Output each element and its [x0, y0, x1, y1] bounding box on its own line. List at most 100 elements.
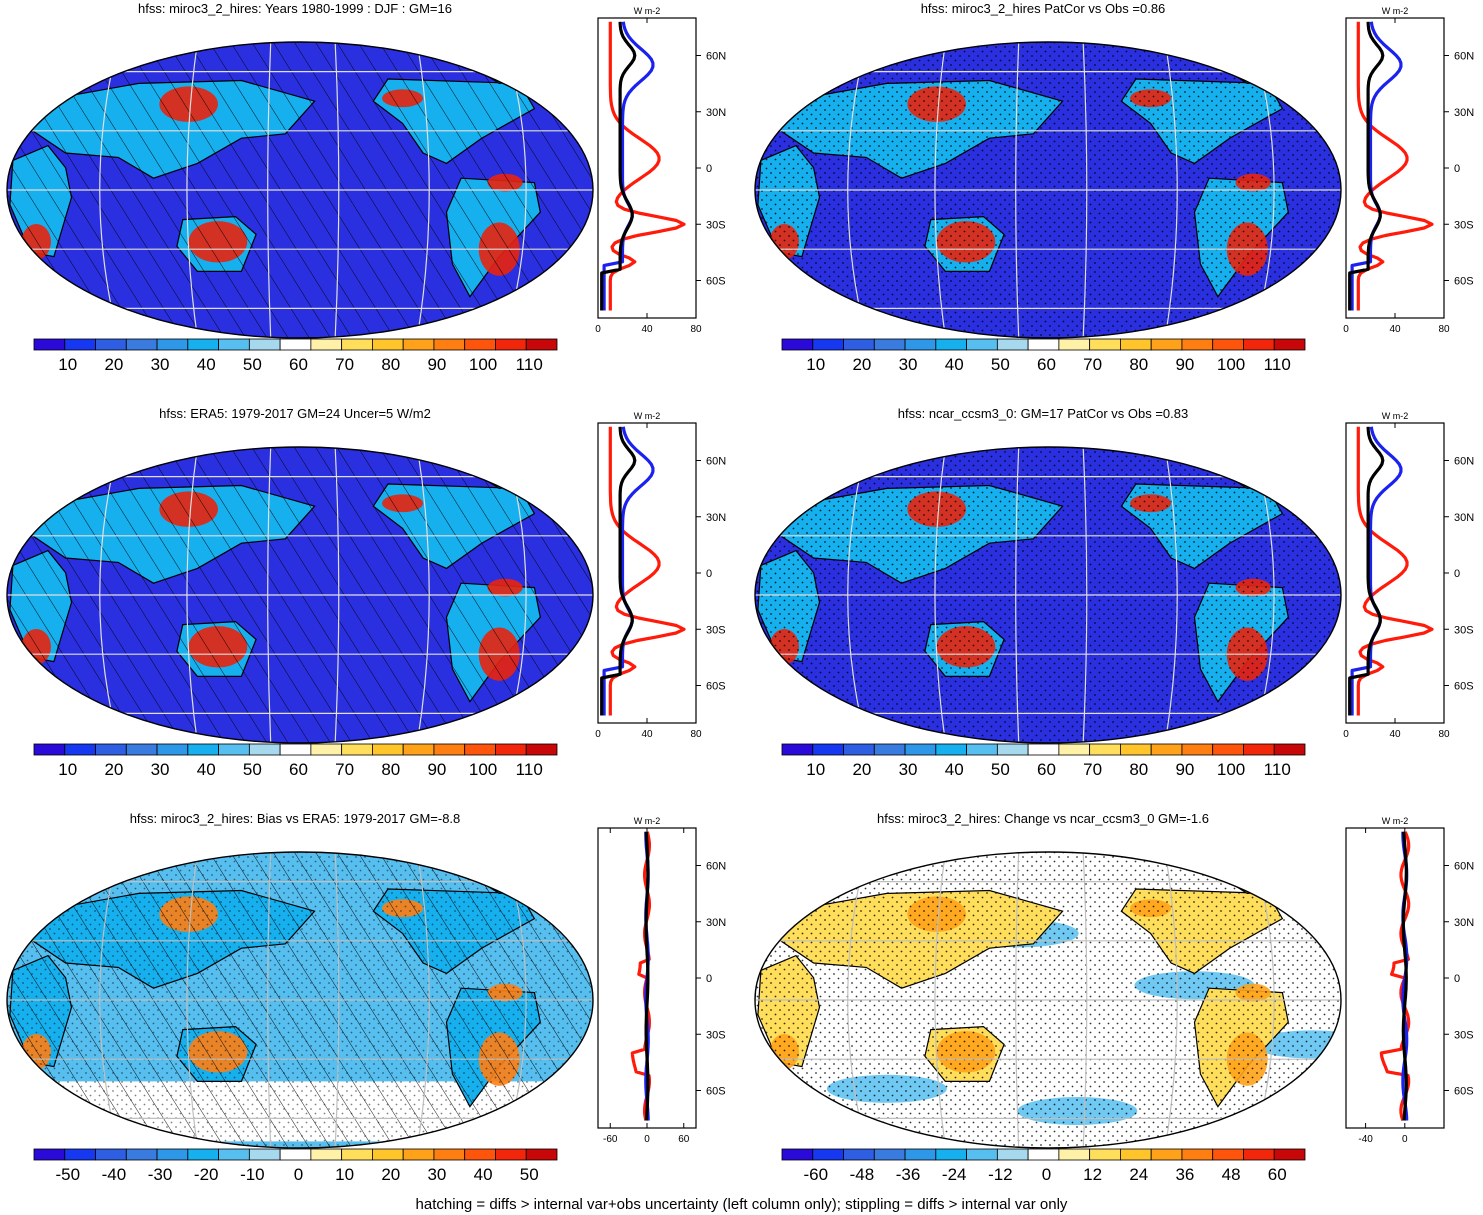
colorbar-label: 80 [1129, 355, 1148, 374]
colorbar-swatch [1243, 1148, 1275, 1161]
colorbar-swatch [1212, 338, 1244, 351]
meridian-line [334, 852, 340, 1148]
colorbar: 10 20 30 40 50 60 70 80 90 100 110 [33, 743, 558, 779]
colorbar-label: 30 [899, 760, 918, 779]
colorbar-swatch [156, 338, 189, 351]
lat-label: 60S [1454, 681, 1474, 693]
colorbar-label: 40 [197, 760, 216, 779]
colorbar-swatch [1181, 743, 1214, 756]
colorbar-label: 40 [197, 355, 216, 374]
colorbar-label: 110 [516, 760, 543, 779]
lat-label: 0 [1454, 973, 1460, 985]
colorbar-label: 60 [1037, 760, 1056, 779]
colorbar-swatch [1150, 743, 1183, 756]
map-border [754, 851, 1342, 1149]
colorbar-label: 70 [335, 760, 354, 779]
colorbar-label: 100 [1217, 355, 1245, 374]
profile-obs-curve [1401, 831, 1408, 1121]
colorbar-swatch [996, 1148, 1029, 1161]
figure-caption: hatching = diffs > internal var+obs unce… [415, 1196, 1068, 1213]
colorbar-label: 100 [469, 355, 497, 374]
lat-label: 60N [1454, 861, 1474, 873]
colorbar-label: 24 [1129, 1165, 1148, 1184]
map-border [754, 446, 1342, 744]
zonal-mean-profile: W m-2 60N 30N 0 30S 60S 0 40 80 [595, 411, 726, 740]
colorbar-swatch [372, 1148, 404, 1161]
zonal-mean-profile: W m-2 60N 30N 0 30S 60S 0 40 80 [1343, 6, 1474, 335]
colorbar-swatch [187, 1148, 219, 1161]
colorbar-swatch [873, 1148, 906, 1161]
colorbar-swatch [843, 743, 875, 756]
meridian-line [1015, 42, 1020, 338]
lat-label: 60S [706, 1086, 726, 1098]
profile-unit: W m-2 [634, 6, 661, 16]
colorbar-label: 30 [899, 355, 918, 374]
colorbar-swatch [812, 743, 844, 756]
colorbar-label: 90 [1175, 355, 1194, 374]
colorbar-label: 12 [1083, 1165, 1102, 1184]
profile-unit: W m-2 [634, 411, 661, 421]
meridian-line [267, 447, 272, 743]
zonal-mean-profile: W m-2 60N 30N 0 30S 60S -60 0 60 [597, 816, 726, 1145]
colorbar-label: 60 [289, 760, 308, 779]
meridian-line [99, 42, 119, 338]
zonal-mean-profile: W m-2 60N 30N 0 30S 60S -40 0 [1345, 816, 1474, 1145]
colorbar-label: 110 [1264, 760, 1291, 779]
colorbar-label: 70 [1083, 355, 1102, 374]
colorbar-swatch [218, 1148, 250, 1161]
colorbar-swatch [1120, 338, 1152, 351]
colorbar-label: 10 [806, 355, 825, 374]
meridian-line [186, 447, 199, 743]
colorbar-swatch [843, 1148, 875, 1161]
x-tick-label: 80 [690, 729, 702, 740]
meridian-line [1082, 447, 1088, 743]
colorbar-label: 70 [335, 355, 354, 374]
colorbar-label: 20 [381, 1165, 400, 1184]
profile-diff-curve [608, 21, 686, 311]
colorbar-swatch [525, 1148, 558, 1161]
map-field [755, 42, 1341, 338]
panel-change: hfss: miroc3_2_hires: Change vs ncar_ccs… [748, 810, 1483, 1205]
colorbar-label: 30 [151, 760, 170, 779]
x-tick-label: 40 [641, 729, 653, 740]
stippling-overlay [755, 447, 1341, 743]
lat-label: 30N [1454, 917, 1474, 929]
colorbar-swatch [310, 743, 343, 756]
colorbar-swatch [279, 1148, 312, 1161]
map-field [7, 42, 593, 338]
colorbar-label: 110 [1264, 355, 1291, 374]
colorbar-swatch [125, 338, 158, 351]
lat-label: 60S [1454, 1086, 1474, 1098]
colorbar-label: 60 [1268, 1165, 1287, 1184]
colorbar-swatch [996, 743, 1029, 756]
colorbar-label: 10 [806, 760, 825, 779]
colorbar-label: 50 [991, 355, 1010, 374]
map-field [755, 852, 1341, 1148]
hatching-overlay [7, 447, 593, 743]
stippling-overlay [7, 852, 593, 1148]
profile-diff-curve [1379, 831, 1411, 1121]
colorbar-swatch [1120, 1148, 1152, 1161]
lat-label: 60N [706, 51, 726, 63]
colorbar-swatch [218, 743, 250, 756]
colorbar-swatch [1150, 1148, 1183, 1161]
profile-frame [1345, 827, 1445, 1129]
meridian-line [1164, 42, 1178, 338]
colorbar-swatch [812, 1148, 844, 1161]
colorbar-swatch [1212, 743, 1244, 756]
lat-label: 60N [706, 861, 726, 873]
colorbar-swatch [64, 338, 96, 351]
world-map [754, 851, 1342, 1149]
colorbar-label: 50 [243, 760, 262, 779]
colorbar-swatch [1058, 1148, 1091, 1161]
colorbar-swatch [341, 338, 373, 351]
colorbar-swatch [1089, 1148, 1121, 1161]
stippling-overlay [755, 852, 1341, 1148]
x-tick-label: 80 [1438, 729, 1450, 740]
meridian-line [186, 42, 199, 338]
colorbar-swatch [935, 743, 967, 756]
map-border [6, 851, 594, 1149]
map-field [755, 447, 1341, 743]
x-tick-label: 60 [678, 1134, 690, 1145]
colorbar-label: -36 [896, 1165, 921, 1184]
